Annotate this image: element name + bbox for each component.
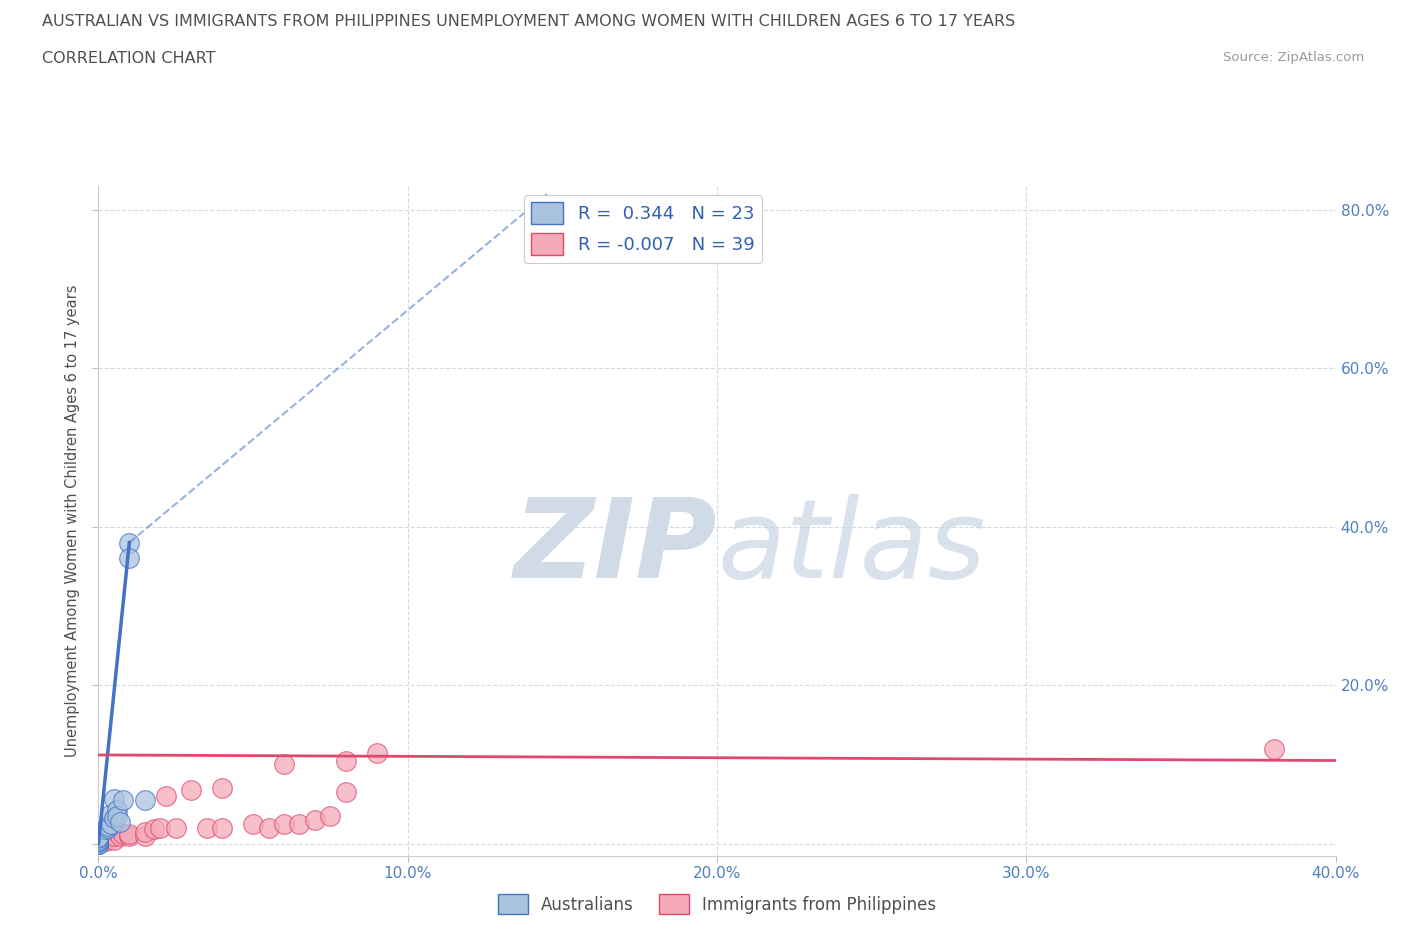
Point — [335, 753, 357, 768]
Point — [319, 808, 342, 823]
Point — [87, 830, 110, 844]
Point — [93, 834, 115, 849]
Point — [108, 829, 131, 844]
Point — [103, 791, 125, 806]
Point — [134, 824, 156, 839]
Point — [87, 832, 110, 847]
Point — [211, 820, 233, 835]
Point — [304, 813, 326, 828]
Point — [97, 820, 120, 835]
Point — [103, 811, 125, 826]
Text: AUSTRALIAN VS IMMIGRANTS FROM PHILIPPINES UNEMPLOYMENT AMONG WOMEN WITH CHILDREN: AUSTRALIAN VS IMMIGRANTS FROM PHILIPPINE… — [42, 14, 1015, 29]
Point — [87, 836, 110, 851]
Point — [134, 829, 156, 844]
Point — [87, 836, 110, 851]
Point — [105, 803, 128, 817]
Text: atlas: atlas — [717, 494, 986, 601]
Point — [87, 830, 110, 845]
Point — [108, 814, 131, 829]
Point — [97, 832, 120, 847]
Point — [273, 817, 295, 831]
Point — [134, 792, 156, 807]
Legend: Australians, Immigrants from Philippines: Australians, Immigrants from Philippines — [491, 887, 943, 921]
Point — [118, 551, 141, 565]
Point — [273, 757, 295, 772]
Y-axis label: Unemployment Among Women with Children Ages 6 to 17 years: Unemployment Among Women with Children A… — [65, 285, 80, 757]
Point — [97, 830, 120, 844]
Point — [87, 836, 110, 851]
Text: CORRELATION CHART: CORRELATION CHART — [42, 51, 215, 66]
Point — [87, 834, 110, 849]
Point — [112, 792, 135, 807]
Point — [118, 827, 141, 842]
Point — [103, 829, 125, 844]
Point — [180, 782, 202, 797]
Point — [149, 820, 172, 835]
Point — [93, 822, 115, 837]
Point — [100, 817, 122, 831]
Point — [87, 836, 110, 851]
Point — [366, 745, 388, 760]
Point — [1263, 741, 1285, 756]
Point — [87, 832, 110, 847]
Point — [155, 789, 177, 804]
Text: Source: ZipAtlas.com: Source: ZipAtlas.com — [1223, 51, 1364, 64]
Point — [100, 806, 122, 821]
Point — [87, 830, 110, 844]
Point — [87, 830, 110, 845]
Point — [87, 836, 110, 851]
Point — [288, 817, 311, 831]
Point — [195, 820, 218, 835]
Point — [242, 817, 264, 831]
Point — [335, 785, 357, 800]
Point — [87, 835, 110, 850]
Point — [87, 836, 110, 851]
Point — [87, 836, 110, 851]
Point — [87, 836, 110, 851]
Point — [118, 829, 141, 844]
Point — [105, 824, 128, 839]
Point — [112, 827, 135, 842]
Point — [105, 808, 128, 823]
Point — [143, 822, 166, 837]
Point — [211, 781, 233, 796]
Point — [118, 535, 141, 550]
Point — [165, 820, 187, 835]
Point — [257, 820, 280, 835]
Point — [97, 818, 120, 833]
Text: ZIP: ZIP — [513, 494, 717, 601]
Point — [87, 834, 110, 849]
Point — [103, 832, 125, 847]
